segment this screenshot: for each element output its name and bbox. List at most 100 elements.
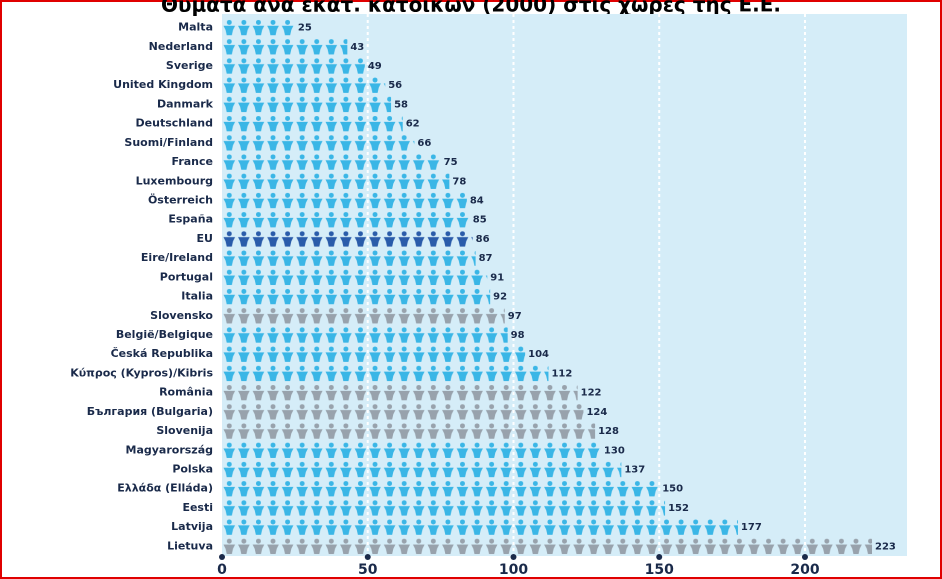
bar xyxy=(222,421,596,441)
x-tick-label: 150 xyxy=(645,562,674,578)
row: Lietuva 223 xyxy=(167,536,896,556)
value-label: 85 xyxy=(473,215,487,226)
value-label: 49 xyxy=(368,61,382,72)
bar xyxy=(222,383,578,403)
row: Polska 137 xyxy=(172,459,645,480)
x-tick-label: 200 xyxy=(790,562,819,578)
row: Sverige 49 xyxy=(166,56,382,76)
row: Suomi/Finland 66 xyxy=(124,133,431,153)
bar xyxy=(222,171,450,191)
bar xyxy=(222,190,467,211)
y-tick-label: Österreich xyxy=(148,193,213,207)
y-tick-label: România xyxy=(159,386,213,399)
x-tick-label: 100 xyxy=(499,562,528,578)
y-tick-label: България (Bulgaria) xyxy=(87,405,213,418)
y-tick-label: Ελλάδα (Elláda) xyxy=(117,482,213,495)
value-label: 66 xyxy=(417,138,431,149)
y-tick-label: Κύπρος (Kypros)/Kibris xyxy=(70,366,213,379)
y-tick-label: Latvija xyxy=(171,520,213,533)
value-label: 43 xyxy=(350,42,364,53)
y-tick-label: Slovensko xyxy=(150,309,213,322)
value-label: 91 xyxy=(490,272,504,283)
y-tick-label: Eire/Ireland xyxy=(141,251,213,264)
y-tick-label: Nederland xyxy=(149,40,213,53)
value-label: 86 xyxy=(476,234,490,245)
value-label: 223 xyxy=(875,541,896,552)
row: Österreich 84 xyxy=(148,190,484,211)
row: България (Bulgaria) 124 xyxy=(87,402,607,422)
row: Portugal 91 xyxy=(160,267,504,287)
bar xyxy=(222,248,476,268)
value-label: 25 xyxy=(298,23,312,34)
y-tick-label: Portugal xyxy=(160,270,213,283)
y-tick-label: Danmark xyxy=(157,97,214,110)
y-tick-label: Deutschland xyxy=(136,117,213,130)
value-label: 104 xyxy=(528,349,549,360)
row: België/Belgique 98 xyxy=(116,325,525,345)
bar xyxy=(222,306,505,326)
bar xyxy=(222,114,403,134)
bar xyxy=(222,325,508,345)
bar xyxy=(222,498,666,518)
bar xyxy=(222,459,622,480)
value-label: 84 xyxy=(470,196,484,207)
row: Κύπρος (Kypros)/Kibris 112 xyxy=(70,363,572,384)
bar xyxy=(222,479,660,499)
bar xyxy=(222,210,470,230)
y-tick-label: Sverige xyxy=(166,59,213,72)
row: Eire/Ireland 87 xyxy=(141,248,493,268)
value-label: 124 xyxy=(586,407,607,418)
y-tick-label: Lietuva xyxy=(167,539,213,552)
bar xyxy=(222,18,295,38)
value-label: 87 xyxy=(479,253,493,264)
y-tick-label: EU xyxy=(197,232,213,245)
value-label: 137 xyxy=(624,465,645,476)
row: Magyarország 130 xyxy=(126,440,625,460)
value-label: 92 xyxy=(493,292,507,303)
bar xyxy=(222,94,392,115)
bar xyxy=(222,536,873,556)
value-label: 130 xyxy=(604,445,625,456)
value-label: 56 xyxy=(388,80,402,91)
row: Slovensko 97 xyxy=(150,306,522,326)
x-tick-label: 0 xyxy=(217,562,227,578)
row: Ελλάδα (Elláda) 150 xyxy=(117,479,683,499)
row: Latvija 177 xyxy=(171,517,762,537)
bar xyxy=(222,287,491,307)
value-label: 58 xyxy=(394,99,408,110)
y-tick-label: Magyarország xyxy=(126,443,214,456)
row: Deutschland 62 xyxy=(136,114,420,134)
y-tick-label: Malta xyxy=(178,21,213,34)
row: Luxembourg 78 xyxy=(136,171,466,191)
y-tick-label: United Kingdom xyxy=(113,78,213,91)
bar xyxy=(222,517,738,537)
bar xyxy=(222,363,549,384)
chart-title: Θύματα ανά εκατ. κατοίκων (2000) στις χώ… xyxy=(161,0,781,17)
x-tick-label: 50 xyxy=(358,562,378,578)
value-label: 78 xyxy=(452,176,466,187)
value-label: 112 xyxy=(551,368,572,379)
value-label: 128 xyxy=(598,426,619,437)
y-tick-label: Italia xyxy=(181,290,213,303)
bar xyxy=(222,344,526,364)
bar xyxy=(222,402,584,422)
y-tick-label: Luxembourg xyxy=(136,174,213,187)
row: EU 86 xyxy=(197,229,490,249)
y-tick-label: España xyxy=(168,213,213,226)
y-tick-label: Eesti xyxy=(182,501,213,514)
value-label: 97 xyxy=(508,311,522,322)
bar xyxy=(222,75,386,95)
bar xyxy=(222,229,473,249)
bar xyxy=(222,133,415,153)
y-tick-label: Suomi/Finland xyxy=(124,136,213,149)
value-label: 152 xyxy=(668,503,689,514)
row: Malta 25 xyxy=(178,18,312,38)
bar xyxy=(222,56,365,76)
value-label: 122 xyxy=(581,388,602,399)
y-tick-label: Slovenija xyxy=(156,424,213,437)
value-label: 98 xyxy=(511,330,525,341)
bar xyxy=(222,152,441,172)
row: Česká Republika 104 xyxy=(111,344,549,364)
